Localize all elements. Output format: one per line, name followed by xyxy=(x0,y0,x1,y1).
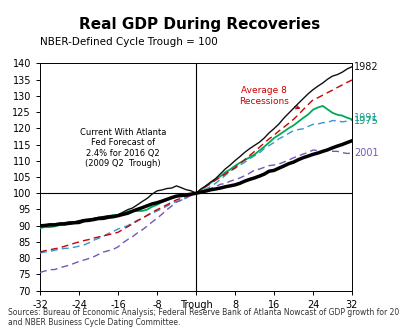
Text: 1975: 1975 xyxy=(354,116,379,126)
Text: 1982: 1982 xyxy=(354,62,379,72)
Text: Sources: Bureau of Economic Analysis; Federal Reserve Bank of Atlanta Nowcast of: Sources: Bureau of Economic Analysis; Fe… xyxy=(8,308,400,327)
Text: 2001: 2001 xyxy=(354,148,379,158)
Text: NBER-Defined Cycle Trough = 100: NBER-Defined Cycle Trough = 100 xyxy=(40,37,218,47)
Text: 1991: 1991 xyxy=(354,114,379,124)
Text: Current With Atlanta
Fed Forecast of
2.4% for 2016 Q2
(2009 Q2  Trough): Current With Atlanta Fed Forecast of 2.4… xyxy=(80,128,166,168)
Text: Real GDP During Recoveries: Real GDP During Recoveries xyxy=(79,17,321,32)
Text: Average 8
Recessions: Average 8 Recessions xyxy=(239,86,300,109)
